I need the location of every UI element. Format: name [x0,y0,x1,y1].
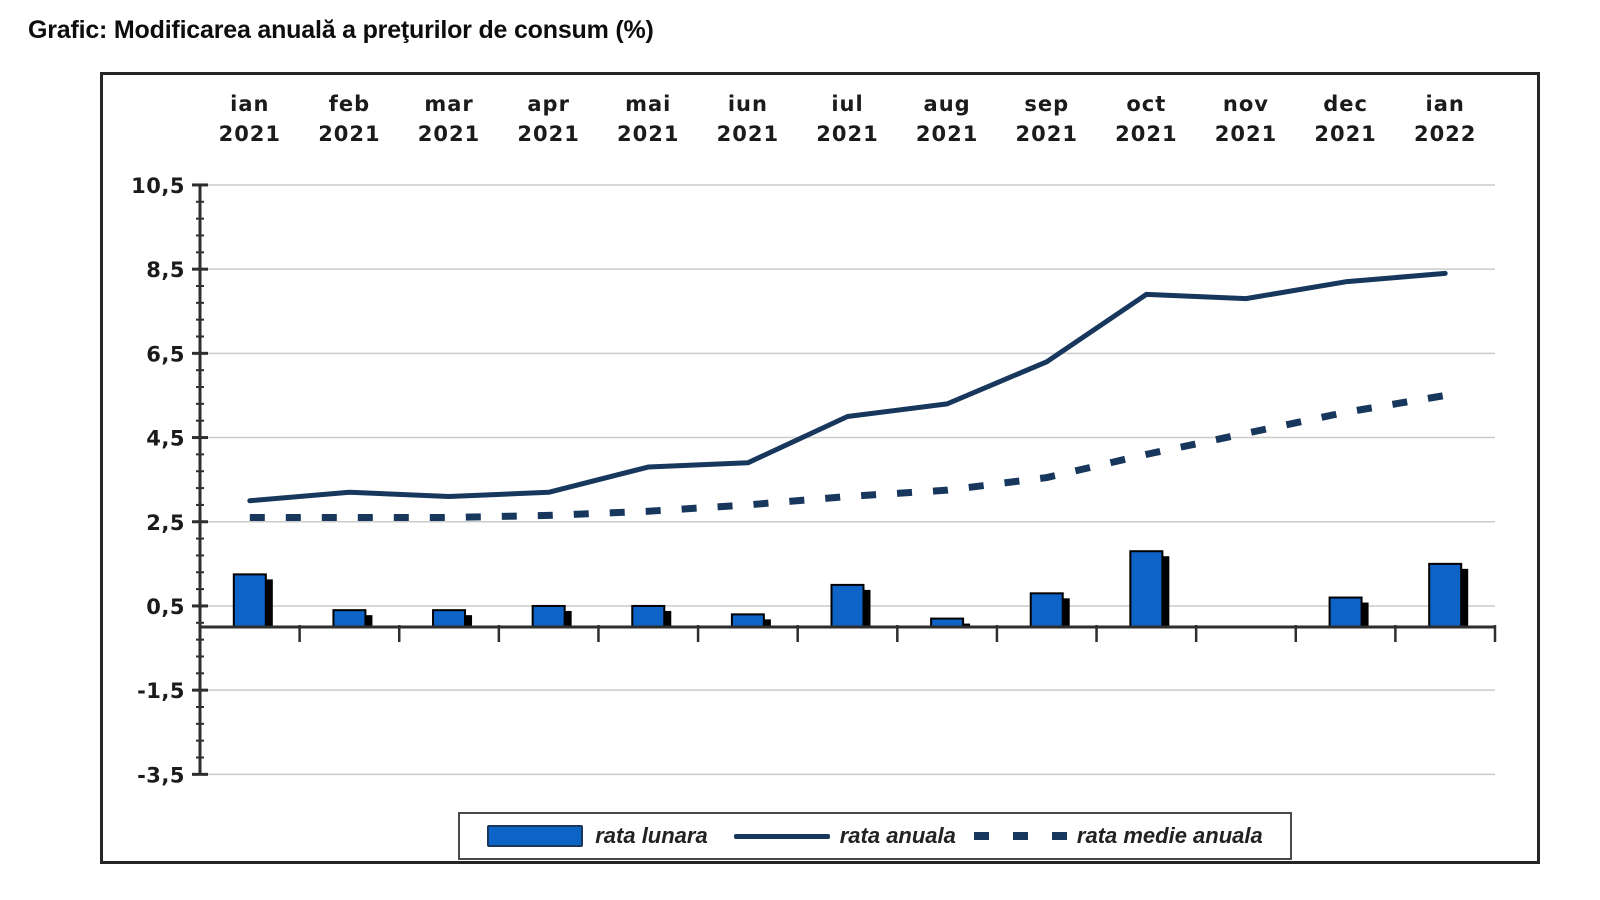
legend-bar-swatch [487,825,584,847]
average-annual-rate-line [249,391,1446,522]
legend-label-rata-anuala: rata anuala [839,823,956,848]
bar [730,613,765,628]
y-tick-label: 8,5 [146,258,185,282]
month-label: iul 2021 [816,92,878,146]
x-axis [198,625,1497,642]
y-tick-label: -3,5 [137,763,185,787]
legend-label-rata-medie-anuala: rata medie anuala [1076,823,1263,848]
month-label: iun 2021 [717,92,779,146]
month-label: sep 2021 [1016,92,1078,146]
gridlines [200,184,1495,776]
bar [232,573,267,628]
plot-area: 10,5 8,5 6,5 4,5 2,5 0,5 -1,5 -3,5 ian 2021 feb 202… [131,92,1497,787]
legend: rata lunara rata anuala rata medie anual… [458,812,1292,860]
y-axis: 10,5 8,5 6,5 4,5 2,5 0,5 -1,5 -3,5 [131,174,208,787]
y-tick-label: -1,5 [137,679,185,703]
y-tick-label: 2,5 [146,511,185,535]
legend-line-swatch [733,833,830,839]
month-label: mar 2021 [418,92,480,146]
bar [631,604,666,629]
annual-rate-line [247,270,1448,504]
chart-frame: 10,5 8,5 6,5 4,5 2,5 0,5 -1,5 -3,5 ian 2021 feb 202… [100,72,1540,864]
month-labels: ian 2021 feb 2021 mar 2021 apr 2021 mai 2021 iun 20… [219,92,1476,146]
month-label: apr 2021 [517,92,579,146]
bar [1129,550,1164,628]
legend-label-rata-lunara: rata lunara [595,823,708,848]
bar [432,609,467,628]
y-tick-label: 0,5 [146,595,185,619]
bar [332,609,367,628]
bar [1029,592,1064,629]
bars [232,550,1469,629]
month-label: nov 2021 [1215,92,1277,146]
month-label: oct 2021 [1115,92,1177,146]
month-label: ian 2022 [1414,92,1476,146]
month-label: mai 2021 [617,92,679,146]
y-tick-label: 6,5 [146,342,185,366]
month-label: aug 2021 [916,92,978,146]
legend-dash-swatch [973,832,1071,840]
month-label: dec 2021 [1314,92,1376,146]
bar [830,583,865,628]
bar [1428,562,1463,629]
y-tick-label: 10,5 [131,174,185,198]
chart-title: Grafic: Modificarea anuală a preţurilor … [28,16,654,44]
bar [531,604,566,629]
month-label: feb 2021 [318,92,380,146]
y-tick-label: 4,5 [146,427,185,451]
bar [1328,596,1363,629]
month-label: ian 2021 [219,92,281,146]
